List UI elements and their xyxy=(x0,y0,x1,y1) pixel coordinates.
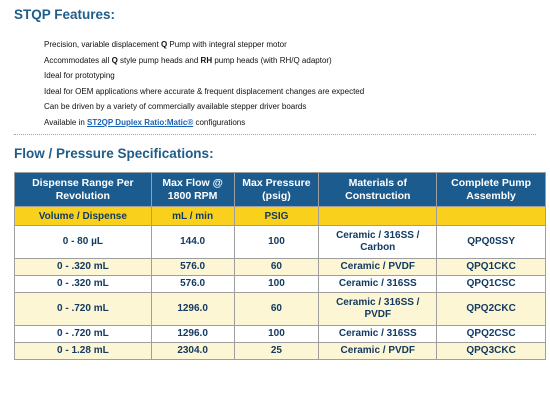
cell-pump-assembly: QPQ3CKC xyxy=(436,342,546,360)
feature-text: configurations xyxy=(193,117,246,127)
cell-materials: Ceramic / 316SS / Carbon xyxy=(318,225,438,259)
section-divider xyxy=(14,134,536,135)
cell-max-flow: 576.0 xyxy=(150,258,235,276)
unit-volume: Volume / Dispense xyxy=(14,206,152,226)
features-list: Precision, variable displacement Q Pump … xyxy=(44,37,364,131)
table-row: 0 - .320 mL 576.0 100 Ceramic / 316SS QPQ1CS… xyxy=(14,275,546,293)
cell-pump-assembly: QPQ1CKC xyxy=(436,258,546,276)
table-units-row: Volume / Dispense mL / min PSIG xyxy=(14,206,546,226)
feature-item: Available in ST2QP Duplex Ratio:Matic® c… xyxy=(44,115,364,131)
feature-bold-text: Q xyxy=(160,40,168,49)
feature-text: Available in xyxy=(44,117,87,127)
cell-pump-assembly: QPQ2CKC xyxy=(436,292,546,326)
header-materials: Materials of Construction xyxy=(318,172,438,207)
table-row: 0 - .720 mL 1296.0 60 Ceramic / 316SS / PVD… xyxy=(14,292,546,326)
features-heading: STQP Features: xyxy=(14,7,116,22)
header-pump-assembly: Complete Pump Assembly xyxy=(436,172,546,207)
cell-max-flow: 1296.0 xyxy=(150,325,235,343)
table-body: 0 - 80 µL 144.0 100 Ceramic / 316SS / Carbo… xyxy=(14,225,546,360)
table-row: 0 - 80 µL 144.0 100 Ceramic / 316SS / Carbo… xyxy=(14,225,546,259)
unit-flow: mL / min xyxy=(150,206,235,226)
feature-text: Ideal for OEM applications where accurat… xyxy=(44,86,365,96)
cell-max-flow: 1296.0 xyxy=(150,292,235,326)
cell-dispense-range: 0 - .320 mL xyxy=(14,275,152,293)
table-row: 0 - .320 mL 576.0 60 Ceramic / PVDF QPQ1CKC xyxy=(14,258,546,276)
feature-bold-text: Q xyxy=(111,55,118,65)
feature-item: Ideal for prototyping xyxy=(44,68,364,84)
st2qp-duplex-link[interactable]: ST2QP Duplex Ratio:Matic® xyxy=(87,117,194,127)
cell-pump-assembly: QPQ2CSC xyxy=(436,325,546,343)
feature-text: style pump heads and xyxy=(117,55,201,65)
feature-text: Can be driven by a variety of commercial… xyxy=(44,102,307,112)
feature-text: Pump with integral stepper motor xyxy=(167,40,287,49)
cell-dispense-range: 0 - .720 mL xyxy=(14,325,152,343)
cell-max-flow: 2304.0 xyxy=(150,342,235,360)
table-row: 0 - 1.28 mL 2304.0 25 Ceramic / PVDF QPQ3CKC xyxy=(14,342,546,360)
unit-assembly xyxy=(436,206,546,226)
cell-materials: Ceramic / PVDF xyxy=(318,258,438,276)
table-row: 0 - .720 mL 1296.0 100 Ceramic / 316SS QPQ2C… xyxy=(14,325,546,343)
cell-max-flow: 576.0 xyxy=(150,275,235,293)
specifications-table: Dispense Range Per Revolution Max Flow @… xyxy=(14,172,546,360)
cell-max-pressure: 100 xyxy=(233,225,320,259)
feature-item: Precision, variable displacement Q Pump … xyxy=(44,37,364,53)
header-max-flow: Max Flow @ 1800 RPM xyxy=(150,172,235,207)
feature-text: Accommodates all xyxy=(44,55,112,65)
cell-max-pressure: 100 xyxy=(233,325,320,343)
feature-item: Accommodates all Q style pump heads and … xyxy=(44,53,364,69)
cell-dispense-range: 0 - .720 mL xyxy=(14,292,152,326)
feature-item: Ideal for OEM applications where accurat… xyxy=(44,84,364,100)
cell-max-flow: 144.0 xyxy=(150,225,235,259)
cell-max-pressure: 100 xyxy=(233,275,320,293)
feature-text: Ideal for prototyping xyxy=(44,71,115,81)
cell-max-pressure: 60 xyxy=(233,292,320,326)
feature-item: Can be driven by a variety of commercial… xyxy=(44,99,364,115)
cell-dispense-range: 0 - 80 µL xyxy=(14,225,152,259)
cell-max-pressure: 25 xyxy=(233,342,320,360)
table-header-row: Dispense Range Per Revolution Max Flow @… xyxy=(14,172,546,207)
unit-materials xyxy=(318,206,438,226)
feature-text: Precision, variable displacement xyxy=(44,40,161,49)
cell-max-pressure: 60 xyxy=(233,258,320,276)
cell-pump-assembly: QPQ1CSC xyxy=(436,275,546,293)
cell-materials: Ceramic / 316SS xyxy=(318,275,438,293)
cell-materials: Ceramic / 316SS xyxy=(318,325,438,343)
feature-text: pump heads (with RH/Q adaptor) xyxy=(212,55,332,65)
cell-materials: Ceramic / PVDF xyxy=(318,342,438,360)
cell-dispense-range: 0 - .320 mL xyxy=(14,258,152,276)
header-max-pressure: Max Pressure (psig) xyxy=(233,172,320,207)
unit-pressure: PSIG xyxy=(233,206,320,226)
cell-dispense-range: 0 - 1.28 mL xyxy=(14,342,152,360)
header-dispense-range: Dispense Range Per Revolution xyxy=(14,172,152,207)
feature-bold-text: RH xyxy=(200,55,213,65)
cell-materials: Ceramic / 316SS / PVDF xyxy=(318,292,438,326)
flow-pressure-heading: Flow / Pressure Specifications: xyxy=(14,146,214,161)
cell-pump-assembly: QPQ0SSY xyxy=(436,225,546,259)
